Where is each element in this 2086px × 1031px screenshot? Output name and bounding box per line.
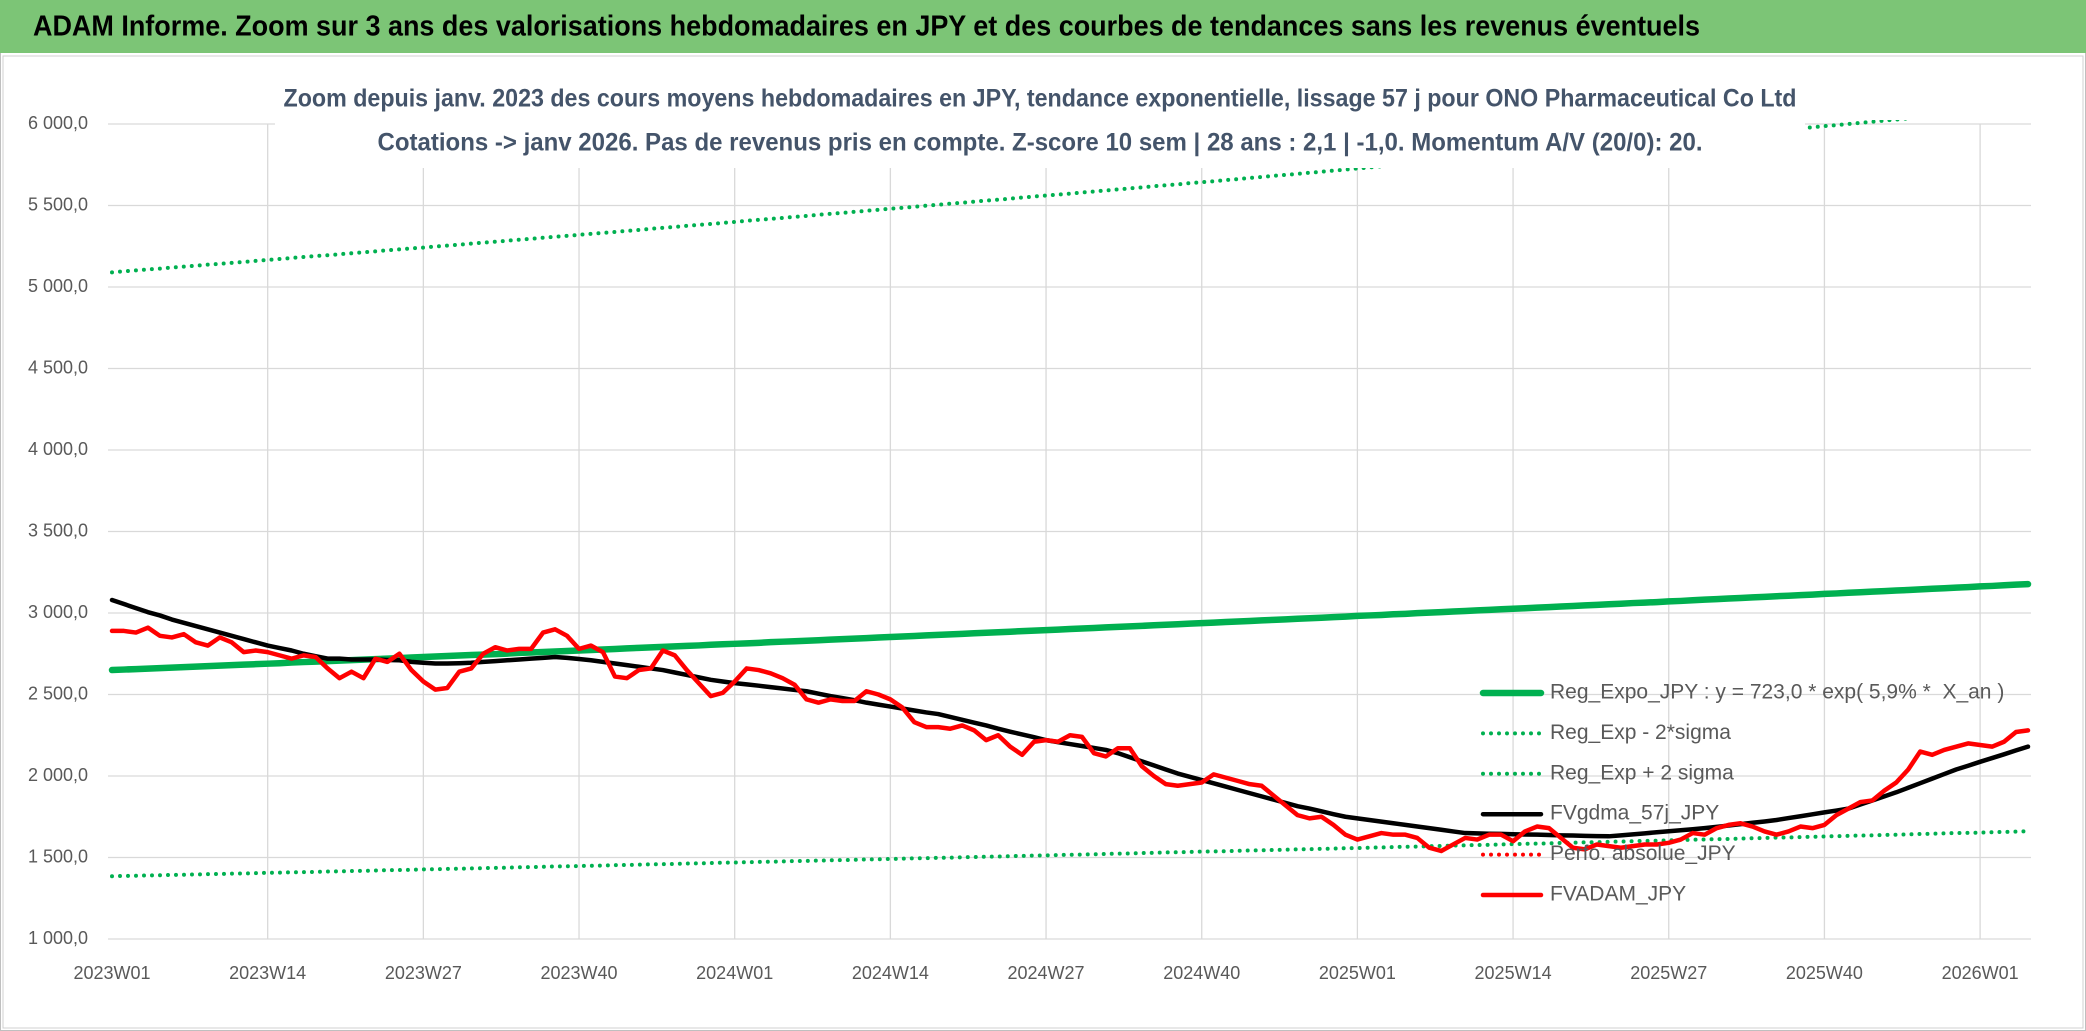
y-tick-label: 1 000,0 [28,928,88,948]
y-tick-label: 4 000,0 [28,439,88,459]
x-tick-label: 2023W14 [229,963,306,983]
axes: 1 000,0 1 500,0 2 000,0 2 500,0 3 000,0 3 500… [28,113,2019,983]
x-tick-label: 2023W01 [73,963,150,983]
x-tick-label: 2023W40 [540,963,617,983]
legend-label: FVADAM_JPY [1550,883,1686,906]
chart-subtitle: Cotations -> janv 2026. Pas de revenus p… [378,129,1703,157]
x-tick-label: 2023W27 [385,963,462,983]
y-tick-label: 4 500,0 [28,357,88,377]
legend-label: Reg_Exp + 2 sigma [1550,761,1734,784]
y-tick-label: 5 500,0 [28,194,88,214]
series-line [109,625,2031,854]
legend-label: Reg_Expo_JPY : y = 723,0 * exp( 5,9% * X… [1550,681,2004,704]
x-tick-label: 2024W27 [1008,963,1085,983]
y-tick-label: 1 500,0 [28,846,88,866]
y-tick-label: 2 500,0 [28,683,88,703]
header-title: ADAM Informe. Zoom sur 3 ans des valoris… [33,11,1700,43]
x-tick-label: 2025W01 [1319,963,1396,983]
series-line [109,597,2031,839]
header-band [0,0,2086,53]
y-tick-label: 3 000,0 [28,602,88,622]
chart-frame [2,55,2084,1029]
plot-area [108,120,2032,879]
x-tick-label: 2024W40 [1163,963,1240,983]
x-tick-label: 2026W01 [1942,963,2019,983]
x-tick-label: 2024W01 [696,963,773,983]
title-box [275,78,1805,168]
x-tick-label: 2025W27 [1630,963,1707,983]
x-tick-label: 2025W14 [1475,963,1552,983]
legend-label: Perfo. absolue_JPY [1550,842,1736,865]
x-tick-label: 2025W40 [1786,963,1863,983]
x-tick-label: 2024W14 [852,963,929,983]
y-tick-label: 2 000,0 [28,765,88,785]
y-tick-label: 3 500,0 [28,520,88,540]
y-tick-label: 6 000,0 [28,113,88,133]
y-tick-label: 5 000,0 [28,276,88,296]
chart-title: Zoom depuis janv. 2023 des cours moyens … [284,85,1797,113]
legend: Reg_Expo_JPY : y = 723,0 * exp( 5,9% * X… [1479,681,2004,906]
legend-label: Reg_Exp - 2*sigma [1550,721,1731,744]
grid [108,123,2031,940]
series-line [108,580,2032,674]
series-line [110,120,1914,275]
series-line [110,829,2030,879]
legend-label: FVgdma_57j_JPY [1550,802,1719,825]
